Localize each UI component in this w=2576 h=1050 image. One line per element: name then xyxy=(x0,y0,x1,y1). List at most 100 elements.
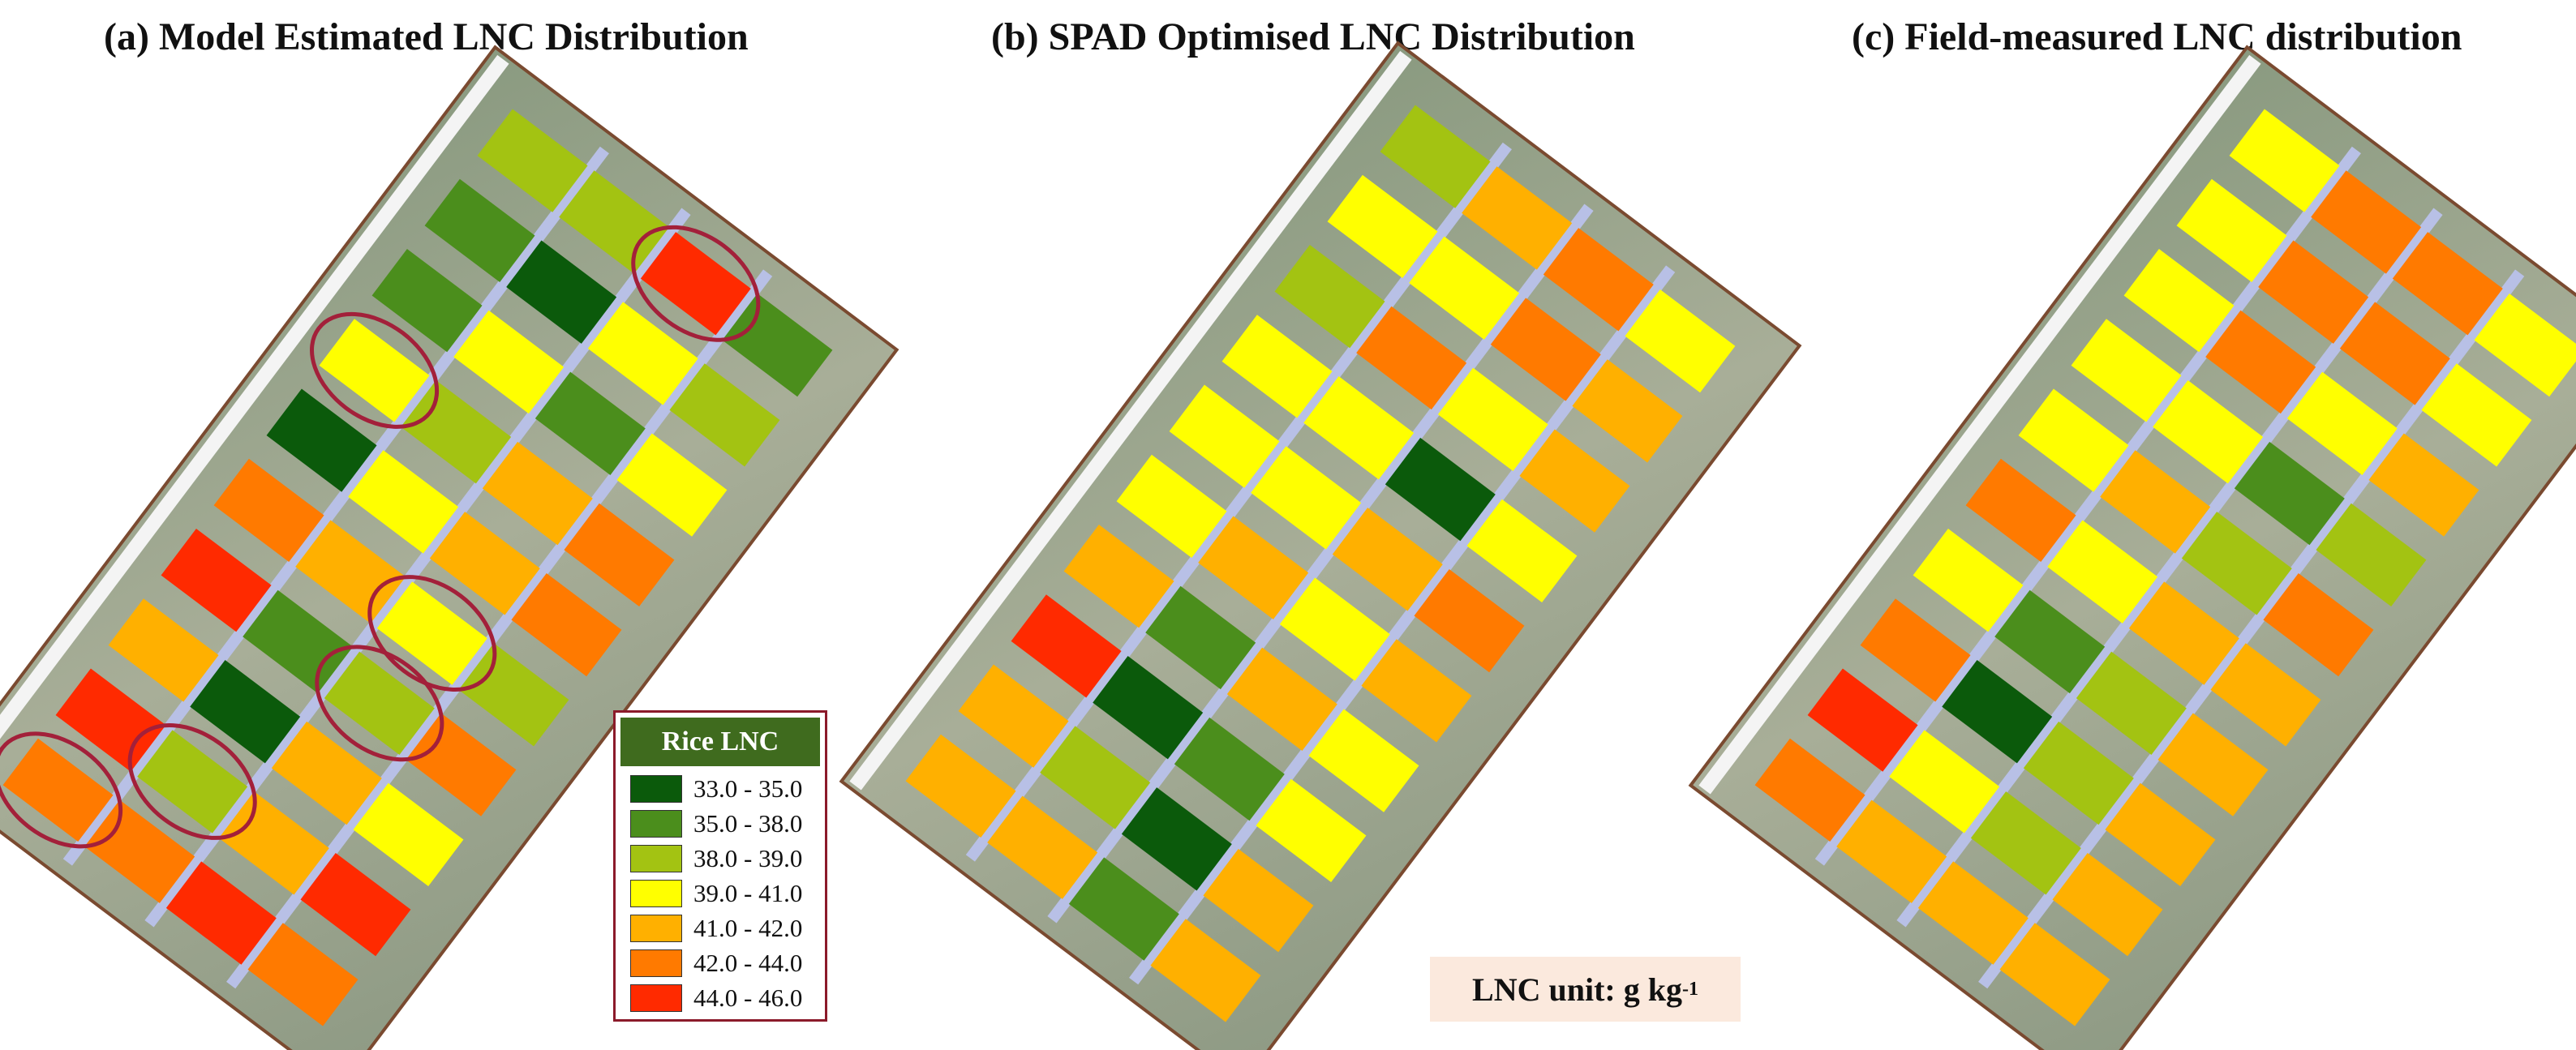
panel-c-title: (c) Field-measured LNC distribution xyxy=(1852,15,2462,58)
plot-cell xyxy=(2052,852,2163,957)
plot-cell xyxy=(1327,174,1438,279)
field-boundary xyxy=(839,41,1802,1050)
plot-cell xyxy=(1332,508,1443,611)
legend-swatch xyxy=(630,879,682,907)
plot-cell xyxy=(424,178,535,283)
plot-cell xyxy=(1409,236,1520,340)
plot-cell xyxy=(295,520,406,624)
plot-cell xyxy=(1274,244,1385,349)
legend-item: 33.0 - 35.0 xyxy=(616,771,825,806)
plot-cell xyxy=(1068,857,1179,961)
plot-cell xyxy=(1462,166,1573,270)
legend-label: 35.0 - 38.0 xyxy=(693,808,803,838)
plot-cell xyxy=(2,738,114,842)
plot-cell xyxy=(1385,437,1496,542)
plot-cell xyxy=(1356,306,1467,410)
plot-cell xyxy=(669,363,780,467)
highlight-ellipse xyxy=(127,723,257,840)
plot-cell xyxy=(1011,594,1122,698)
plot-cell xyxy=(1889,730,2000,834)
legend-item: 38.0 - 39.0 xyxy=(616,841,825,876)
plot-cell xyxy=(190,660,301,764)
field-road xyxy=(1698,54,2261,795)
highlight-ellipse xyxy=(315,645,444,762)
plot-cell xyxy=(2128,581,2239,685)
plot-cell xyxy=(429,512,540,615)
plot-cell xyxy=(1754,738,1865,842)
plot-cell xyxy=(1466,499,1578,603)
plot-cell xyxy=(1490,298,1601,401)
plot-cell xyxy=(2205,310,2316,414)
plot-cell xyxy=(2023,721,2134,825)
legend-title: Rice LNC xyxy=(620,718,820,766)
plot-cell xyxy=(2181,512,2292,615)
plot-cell xyxy=(987,795,1098,899)
legend-label: 42.0 - 44.0 xyxy=(693,948,803,977)
plot-cell xyxy=(1279,577,1390,681)
plot-cell xyxy=(535,371,646,475)
plot-cell xyxy=(640,232,751,336)
plot-cell xyxy=(1519,429,1630,533)
plot-cell xyxy=(587,302,698,405)
plot-cell xyxy=(1965,458,2076,563)
plot-cell xyxy=(1174,717,1285,821)
plot-cell xyxy=(506,240,617,344)
legend-label: 38.0 - 39.0 xyxy=(693,843,803,872)
plot-cell xyxy=(2100,450,2211,554)
irrigation-channel xyxy=(1896,208,2443,928)
plot-cell xyxy=(2368,433,2479,537)
highlight-ellipse xyxy=(0,731,123,849)
plot-cell xyxy=(137,730,248,834)
panel-a-title: (a) Model Estimated LNC Distribution xyxy=(104,15,749,58)
plot-cell xyxy=(1121,787,1232,891)
plot-cell xyxy=(453,310,565,414)
plot-cell xyxy=(2263,572,2374,677)
legend-swatch xyxy=(630,914,682,942)
legend-swatch xyxy=(630,774,682,803)
plot-cell xyxy=(401,380,512,484)
plot-cell xyxy=(271,721,382,825)
plot-cell xyxy=(1860,598,1971,702)
plot-cell xyxy=(108,598,219,702)
unit-text: LNC unit: g kg xyxy=(1472,971,1682,1008)
plot-cell xyxy=(2229,109,2340,212)
highlight-ellipse xyxy=(310,311,440,429)
plot-cell xyxy=(2311,170,2422,274)
legend-swatch xyxy=(630,809,682,838)
plot-cell xyxy=(324,651,435,755)
legend-swatch xyxy=(630,984,682,1012)
plot-cell xyxy=(1437,367,1548,471)
plot-cell xyxy=(2474,293,2576,397)
plot-cell xyxy=(1572,359,1683,463)
plot-cell xyxy=(1917,861,2029,965)
plot-cell xyxy=(1543,228,1654,332)
plot-cell xyxy=(243,589,354,694)
legend-item: 35.0 - 38.0 xyxy=(616,806,825,841)
plot-cell xyxy=(2316,503,2427,607)
plot-cell xyxy=(1251,446,1362,550)
plot-cell xyxy=(1303,376,1415,480)
plot-cell xyxy=(722,293,833,397)
legend-label: 44.0 - 46.0 xyxy=(693,983,803,1012)
plot-cell xyxy=(1807,668,1918,772)
irrigation-channel xyxy=(1978,269,2525,989)
plot-cell xyxy=(2076,651,2187,755)
plot-cell xyxy=(1198,516,1309,619)
plot-cell xyxy=(2258,240,2369,344)
plot-cell xyxy=(213,458,324,563)
plot-cell xyxy=(1625,289,1736,393)
plot-cell xyxy=(564,503,675,607)
plot-cell xyxy=(1361,639,1472,743)
plot-cell xyxy=(2421,363,2532,467)
highlight-ellipse xyxy=(631,225,761,342)
legend-label: 39.0 - 41.0 xyxy=(693,878,803,907)
panel-b-title: (b) SPAD Optimised LNC Distribution xyxy=(991,15,1635,58)
plot-cell xyxy=(1970,791,2081,895)
plot-cell xyxy=(477,109,588,212)
legend-item: 39.0 - 41.0 xyxy=(616,876,825,911)
plot-cell xyxy=(2339,302,2450,405)
irrigation-channel xyxy=(226,269,773,989)
irrigation-channel xyxy=(965,142,1512,862)
legend-item: 42.0 - 44.0 xyxy=(616,945,825,980)
